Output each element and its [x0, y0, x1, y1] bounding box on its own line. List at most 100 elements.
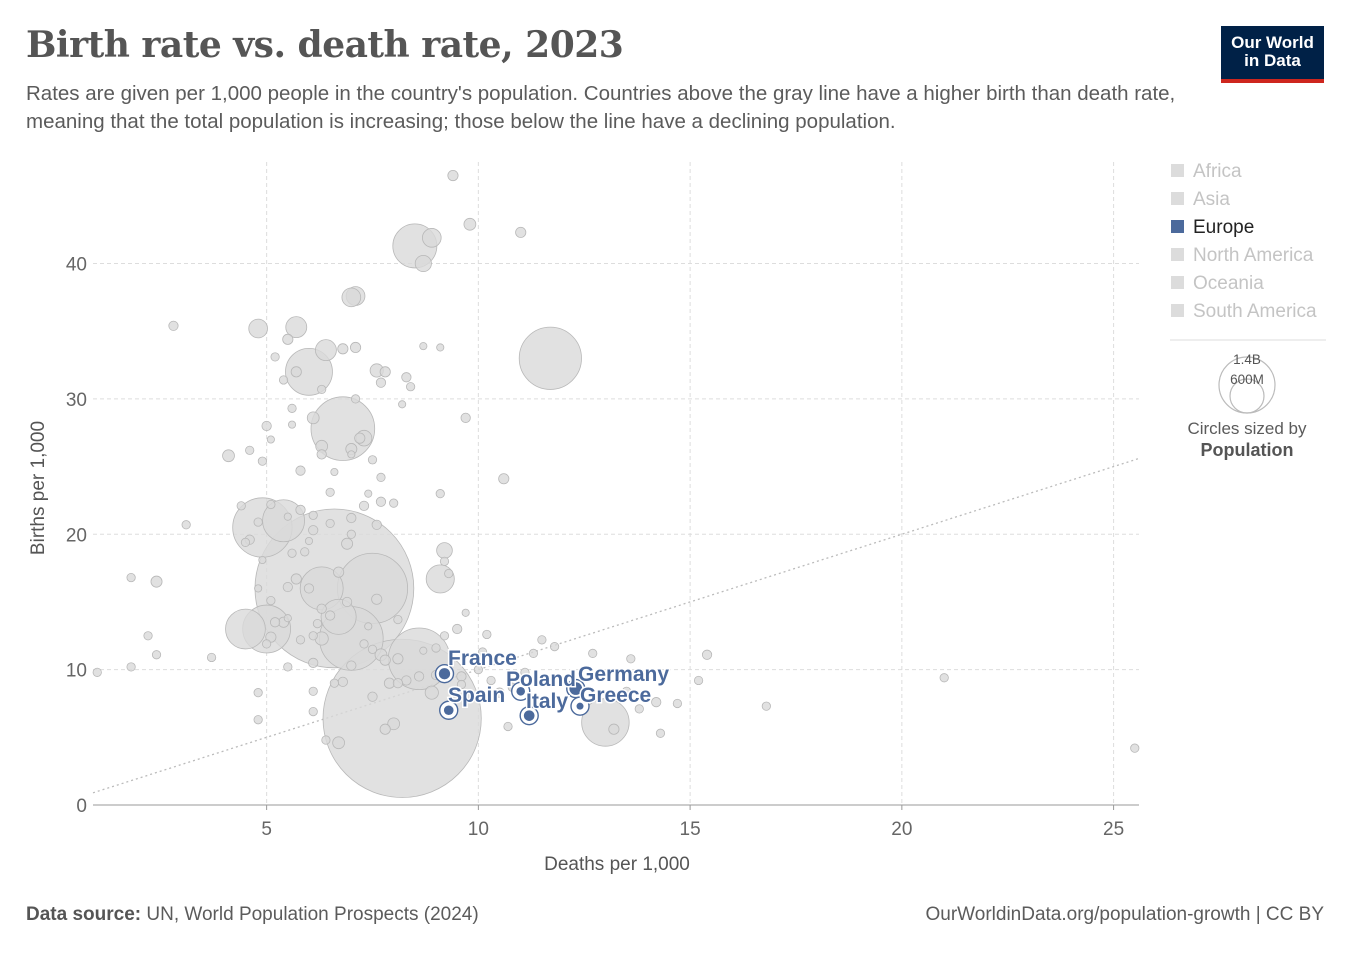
- y-axis-label: Births per 1,000: [28, 421, 49, 555]
- data-point: [303, 583, 315, 594]
- data-point: [398, 400, 407, 409]
- data-point: [549, 642, 560, 652]
- data-point: [376, 472, 386, 483]
- data-point: [346, 512, 357, 524]
- x-tick-label: 5: [261, 819, 272, 840]
- data-point: [283, 662, 293, 672]
- data-point: [581, 698, 630, 747]
- data-point: [245, 445, 255, 455]
- data-point: [285, 316, 308, 339]
- data-point: [278, 375, 289, 385]
- data-point: [419, 646, 428, 655]
- data-point: [283, 512, 292, 521]
- chart-subtitle: Rates are given per 1,000 people in the …: [26, 82, 1176, 133]
- data-point: [375, 377, 387, 388]
- data-point: [168, 320, 179, 331]
- data-point: [431, 643, 441, 653]
- data-point: [290, 366, 302, 378]
- data-point: [181, 520, 191, 530]
- data-point: [367, 691, 378, 702]
- chart-title: Birth rate vs. death rate, 2023: [26, 24, 624, 66]
- legend-item-north-america[interactable]: North America: [1193, 245, 1314, 266]
- legend-item-oceania[interactable]: Oceania: [1193, 273, 1264, 294]
- legend-item-africa[interactable]: Africa: [1193, 161, 1242, 182]
- data-point: [456, 679, 467, 690]
- data-point: [253, 688, 263, 698]
- data-point: [350, 341, 362, 353]
- data-point: [473, 665, 483, 675]
- data-point: [285, 347, 333, 396]
- data-point: [287, 548, 297, 558]
- legend-swatch: [1171, 248, 1184, 261]
- data-point: [254, 584, 263, 593]
- data-point: [371, 519, 382, 530]
- data-point: [392, 678, 404, 689]
- data-point: [672, 698, 683, 709]
- data-point: [346, 660, 357, 671]
- data-point: [341, 537, 354, 550]
- country-label-spain: Spain: [448, 684, 505, 707]
- data-point: [222, 449, 235, 463]
- europe-point: [576, 702, 584, 710]
- data-point: [498, 473, 510, 485]
- x-tick-label: 10: [468, 819, 489, 840]
- data-point: [312, 619, 323, 629]
- data-point: [463, 217, 477, 231]
- data-point: [300, 547, 310, 557]
- legend-item-asia[interactable]: Asia: [1193, 189, 1230, 210]
- country-label-italy: Italy: [526, 690, 568, 713]
- data-point: [486, 675, 496, 686]
- data-point: [253, 715, 263, 725]
- data-point: [287, 420, 297, 429]
- data-point: [329, 678, 339, 688]
- data-point: [330, 467, 339, 477]
- data-point: [304, 536, 314, 546]
- data-point: [283, 614, 292, 623]
- data-point: [461, 608, 470, 617]
- owid-logo[interactable]: Our World in Data: [1221, 26, 1324, 83]
- data-point: [266, 499, 276, 510]
- data-point: [206, 652, 217, 663]
- data-point: [325, 610, 336, 621]
- data-point: [240, 537, 251, 547]
- country-label-poland: Poland: [506, 668, 576, 691]
- data-point: [308, 657, 319, 668]
- data-point: [421, 228, 442, 248]
- data-point: [375, 496, 387, 507]
- country-label-greece: Greece: [580, 684, 651, 707]
- size-legend-variable[interactable]: Population: [1201, 440, 1294, 460]
- data-point: [515, 226, 527, 238]
- data-point: [257, 456, 267, 466]
- size-legend-small-label: 600M: [1230, 372, 1264, 387]
- data-point: [126, 662, 136, 672]
- data-source-text[interactable]: UN, World Population Prospects (2024): [146, 904, 479, 925]
- data-point: [379, 654, 391, 666]
- data-point: [701, 649, 713, 660]
- source-url[interactable]: OurWorldinData.org/population-growth | C…: [925, 904, 1325, 925]
- data-point: [347, 450, 356, 459]
- data-point: [270, 352, 280, 362]
- legend-item-europe[interactable]: Europe: [1193, 217, 1254, 238]
- data-point: [295, 504, 306, 515]
- data-point: [325, 487, 335, 497]
- europe-point: [438, 668, 451, 680]
- data-point: [1130, 743, 1140, 753]
- legend-item-south-america[interactable]: South America: [1193, 301, 1317, 322]
- data-point: [651, 697, 662, 708]
- x-tick-label: 15: [680, 819, 701, 840]
- legend-swatch: [1171, 192, 1184, 205]
- europe-point: [443, 705, 454, 716]
- data-point: [295, 465, 306, 476]
- data-point: [364, 622, 373, 631]
- data-point: [424, 685, 439, 700]
- size-legend: 1.4B 600M Circles sized by Population: [1170, 339, 1326, 460]
- grid: [92, 162, 1140, 805]
- data-point: [346, 529, 356, 539]
- data-point: [306, 411, 320, 425]
- data-point: [528, 648, 539, 658]
- data-point: [482, 629, 492, 640]
- europe-point: [569, 682, 583, 695]
- data-point: [621, 686, 632, 696]
- data-point: [389, 498, 399, 508]
- data-point: [316, 449, 327, 460]
